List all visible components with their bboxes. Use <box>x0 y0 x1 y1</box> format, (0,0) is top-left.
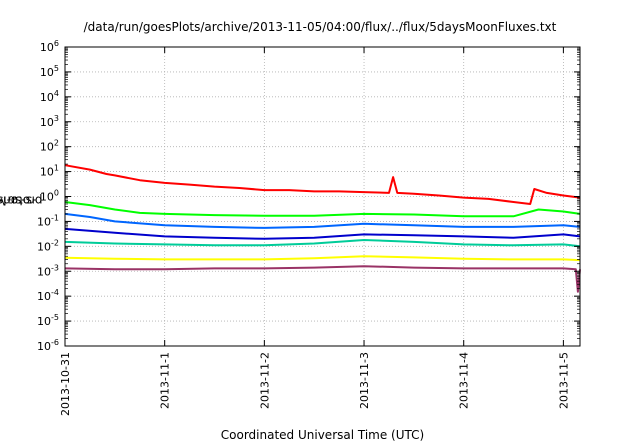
y-tick-label: 103 <box>40 114 59 129</box>
x-axis-label: Coordinated Universal Time (UTC) <box>220 428 425 442</box>
y-tick-label: 10-6 <box>37 338 59 353</box>
x-tick-label: 2013-11-5 <box>557 352 570 409</box>
series-line-7 <box>64 265 581 293</box>
x-tick-label: 2013-11-1 <box>159 352 172 409</box>
y-tick-label: 10-2 <box>37 238 59 253</box>
y-tick-label: 104 <box>40 89 59 104</box>
y-tick-label: 10-1 <box>37 213 59 228</box>
series-line-5 <box>64 239 581 248</box>
y-tick-label: 10-3 <box>37 263 59 278</box>
y-tick-label: 10-4 <box>37 288 59 303</box>
y-tick-label: 106 <box>40 39 59 54</box>
axis-ticks: 106 105 104 103 102 101 100 10-1 10-2 10-3 10-4 10-… <box>37 39 580 416</box>
grid-lines <box>65 47 580 346</box>
y-tick-label: 10-5 <box>37 313 59 328</box>
x-tick-label: 2013-10-31 <box>59 352 72 416</box>
plot-frame <box>64 46 581 347</box>
x-tick-label: 2013-11-2 <box>258 352 271 409</box>
y-tick-label: 102 <box>40 139 59 154</box>
series-line-4 <box>64 227 581 240</box>
series-line-1 <box>64 164 581 205</box>
y-tick-label: 100 <box>40 189 59 204</box>
series-line-6 <box>64 255 581 262</box>
y-tick-label: 105 <box>40 64 59 79</box>
x-tick-label: 2013-11-4 <box>458 352 471 409</box>
series-line-2 <box>64 201 581 218</box>
series-line-3 <box>64 212 581 229</box>
y-tick-label: 101 <box>40 164 59 179</box>
series-layer <box>64 164 581 293</box>
x-tick-label: 2013-11-3 <box>358 352 371 409</box>
chart-title: /data/run/goesPlots/archive/2013-11-05/0… <box>83 20 557 34</box>
